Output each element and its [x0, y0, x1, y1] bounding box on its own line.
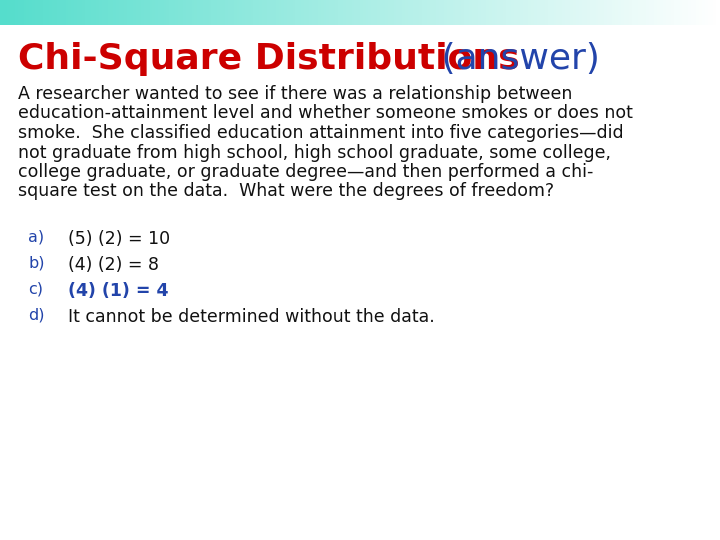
Text: not graduate from high school, high school graduate, some college,: not graduate from high school, high scho…	[18, 144, 611, 161]
Text: b): b)	[28, 256, 45, 271]
Text: Chi-Square Distributions: Chi-Square Distributions	[18, 42, 520, 76]
Text: d): d)	[28, 308, 45, 323]
Text: A researcher wanted to see if there was a relationship between: A researcher wanted to see if there was …	[18, 85, 572, 103]
Text: c): c)	[28, 282, 43, 297]
Text: college graduate, or graduate degree—and then performed a chi-: college graduate, or graduate degree—and…	[18, 163, 593, 181]
Text: (5) (2) = 10: (5) (2) = 10	[68, 230, 170, 248]
Text: square test on the data.  What were the degrees of freedom?: square test on the data. What were the d…	[18, 183, 554, 200]
Text: It cannot be determined without the data.: It cannot be determined without the data…	[68, 308, 435, 326]
Text: smoke.  She classified education attainment into five categories—did: smoke. She classified education attainme…	[18, 124, 624, 142]
Text: education-attainment level and whether someone smokes or does not: education-attainment level and whether s…	[18, 105, 633, 123]
Text: (4) (1) = 4: (4) (1) = 4	[68, 282, 168, 300]
Text: a): a)	[28, 230, 44, 245]
Text: (4) (2) = 8: (4) (2) = 8	[68, 256, 159, 274]
Text: (answer): (answer)	[430, 42, 600, 76]
